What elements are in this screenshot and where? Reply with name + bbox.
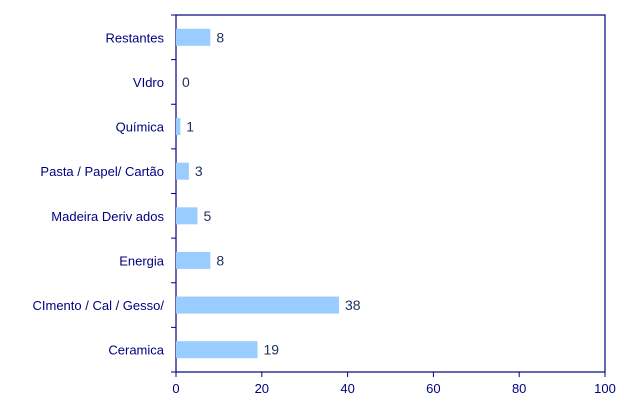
category-label: Ceramica (108, 343, 164, 358)
value-label: 38 (345, 297, 361, 313)
bar (176, 162, 189, 180)
bar (176, 341, 258, 359)
category-label: Química (116, 120, 165, 135)
category-label: Restantes (105, 30, 164, 45)
category-label: Madeira Deriv ados (51, 209, 164, 224)
category-label: Energia (119, 253, 165, 268)
x-tick-label: 20 (255, 381, 269, 396)
x-tick-label: 80 (512, 381, 526, 396)
value-label: 8 (216, 29, 224, 45)
x-tick-label: 100 (594, 381, 616, 396)
bar (176, 296, 340, 314)
value-label: 0 (182, 74, 190, 90)
category-label: Pasta / Papel/ Cartão (40, 164, 164, 179)
bar (176, 118, 181, 136)
x-tick-label: 60 (426, 381, 440, 396)
value-label: 19 (264, 342, 280, 358)
x-axis-ticks-group: 0 20 40 60 80 100 (171, 14, 616, 396)
value-label: 3 (195, 163, 203, 179)
bars-group (176, 28, 340, 359)
category-label: CImento / Cal / Gesso/ (33, 298, 165, 313)
value-labels-group: 8 0 1 3 5 8 38 19 (182, 29, 361, 357)
bar (176, 251, 211, 269)
x-tick-label: 40 (340, 381, 354, 396)
plot-area-frame (175, 14, 606, 373)
category-label: VIdro (133, 75, 164, 90)
category-labels-group: Restantes VIdro Química Pasta / Papel/ Cart… (33, 30, 165, 357)
x-tick-label: 0 (172, 381, 179, 396)
bar (176, 207, 198, 225)
value-label: 8 (216, 252, 224, 268)
bar (176, 28, 211, 46)
value-label: 1 (186, 119, 194, 135)
value-label: 5 (203, 208, 211, 224)
